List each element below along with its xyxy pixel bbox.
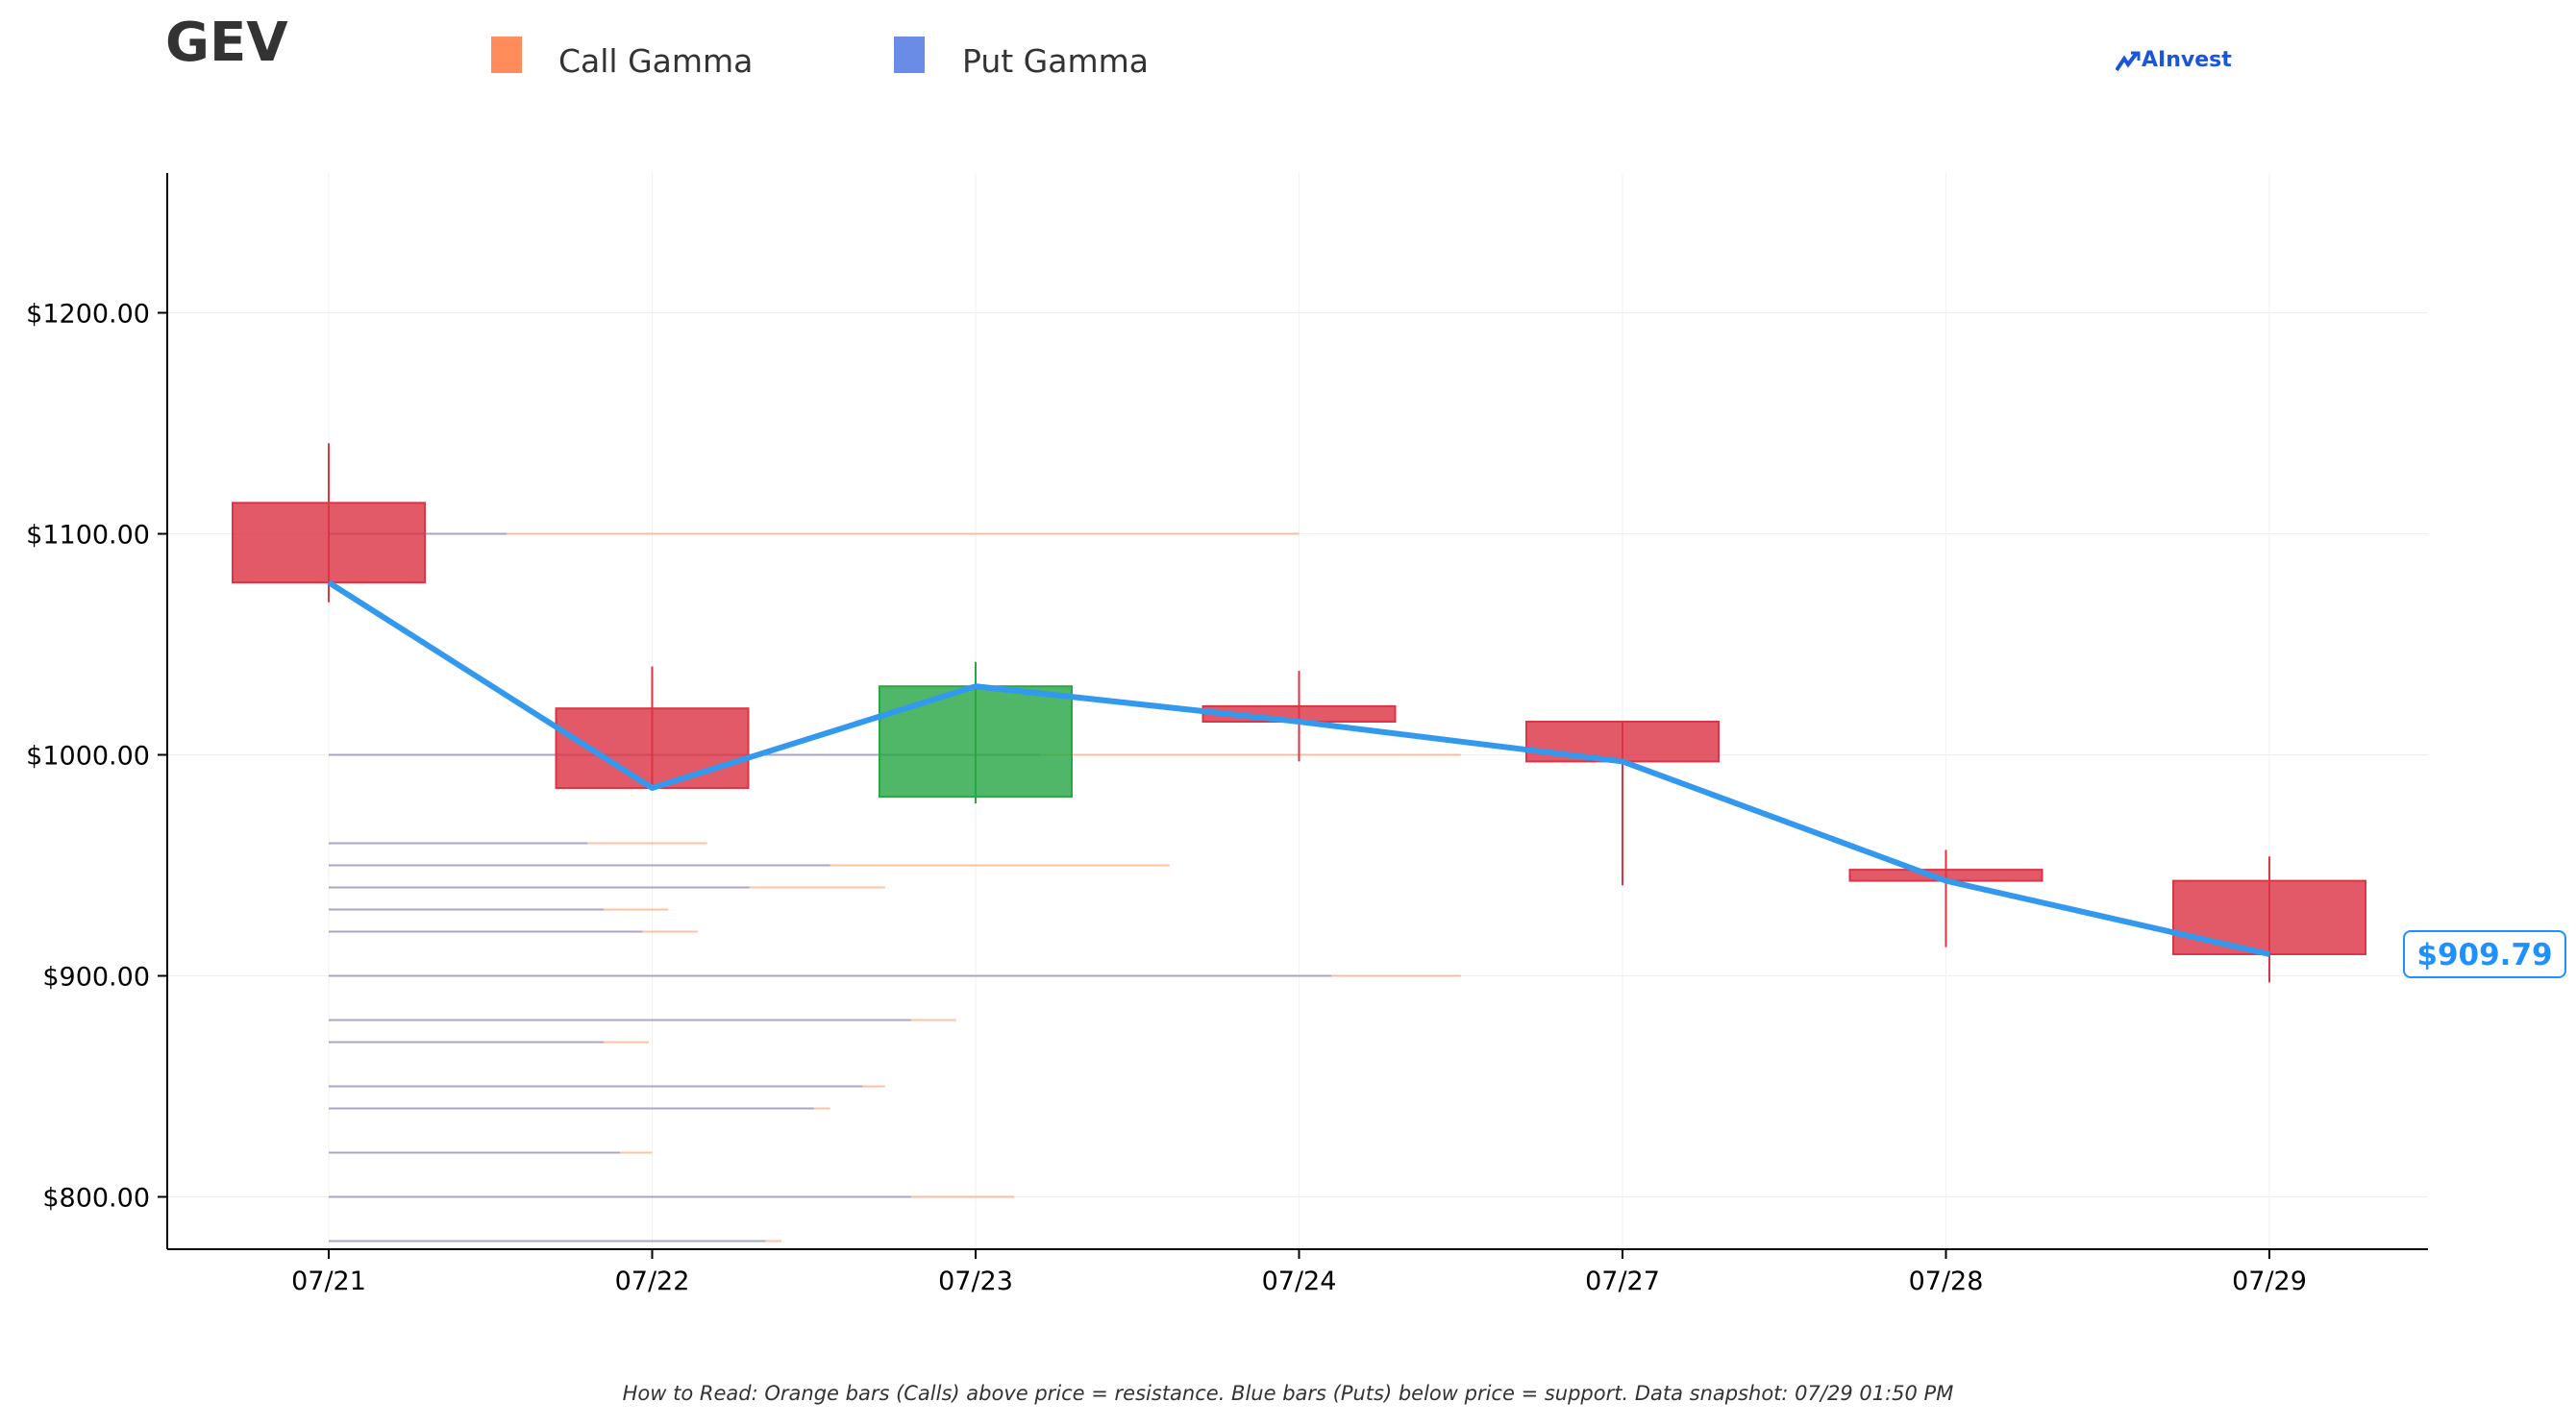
call-gamma-swatch bbox=[491, 37, 522, 73]
x-tick-label: 07/22 bbox=[615, 1267, 690, 1296]
close-price-line bbox=[327, 579, 2270, 957]
y-tick-label: $1200.00 bbox=[26, 300, 150, 330]
axes: $800.00 $900.00 $1000.00 $1100.00 $1200.00 07… bbox=[26, 173, 2428, 1296]
y-tick-label: $800.00 bbox=[42, 1184, 150, 1214]
y-tick-label: $900.00 bbox=[42, 963, 150, 993]
x-tick-label: 07/24 bbox=[1262, 1267, 1337, 1296]
put-gamma-swatch bbox=[894, 37, 925, 73]
x-tick-label: 07/28 bbox=[1909, 1267, 1984, 1296]
x-tick-label: 07/27 bbox=[1585, 1267, 1660, 1296]
x-tick-label: 07/23 bbox=[938, 1267, 1013, 1296]
y-tick-label: $1000.00 bbox=[26, 742, 150, 772]
y-tick-label: $1100.00 bbox=[26, 521, 150, 551]
candle-body bbox=[232, 502, 426, 584]
candle-body bbox=[879, 685, 1073, 799]
candle-body bbox=[2172, 879, 2366, 955]
gamma-bars bbox=[329, 532, 1461, 1242]
close-price-line-group: $909.79 bbox=[327, 579, 2566, 978]
x-tick-label: 07/21 bbox=[291, 1267, 366, 1296]
call-gamma-legend-label: Call Gamma bbox=[558, 42, 754, 80]
ainvest-logo-icon bbox=[2116, 51, 2141, 72]
x-tick-label: 07/29 bbox=[2232, 1267, 2307, 1296]
put-gamma-legend-label: Put Gamma bbox=[962, 42, 1149, 80]
last-price-label: $909.79 bbox=[2416, 938, 2552, 972]
how-to-read-footnote: How to Read: Orange bars (Calls) above p… bbox=[622, 1382, 1954, 1405]
ainvest-logo-text: AInvest bbox=[2142, 48, 2232, 72]
ticker-title: GEV bbox=[165, 12, 288, 74]
gamma-candlestick-chart: $909.79 $800.00 $900.00 $1000.00 $1100.00 $1… bbox=[26, 173, 2566, 1296]
last-price-label-box bbox=[2403, 929, 2566, 978]
